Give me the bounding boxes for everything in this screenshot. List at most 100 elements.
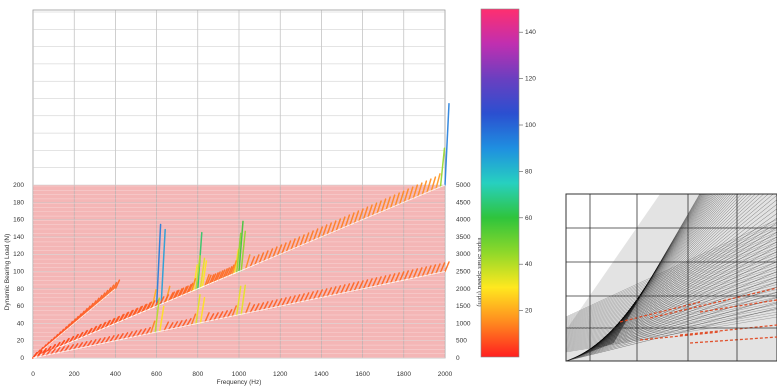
secondary-trace	[566, 264, 777, 334]
waterfall-spike	[303, 232, 310, 245]
waterfall-spike	[303, 292, 310, 302]
x-tick-label: 1600	[355, 371, 370, 378]
waterfall-spike	[145, 326, 151, 335]
waterfall-spike	[312, 290, 319, 300]
colorbar-tick-label: 20	[525, 308, 533, 315]
secondary-highlight	[649, 287, 777, 319]
secondary-trace	[566, 276, 777, 338]
waterfall-spike	[421, 266, 428, 278]
waterfall-spike	[267, 248, 274, 260]
waterfall-spike	[118, 314, 124, 323]
waterfall-spike	[192, 264, 198, 292]
waterfall-spike	[215, 271, 221, 282]
x-tick-label: 1800	[397, 371, 412, 378]
secondary-highlight	[619, 301, 701, 323]
waterfall-spike	[82, 307, 88, 317]
waterfall-spike	[204, 312, 210, 323]
waterfall-spike	[187, 282, 194, 294]
secondary-highlight	[689, 336, 777, 344]
waterfall-spike	[238, 220, 244, 273]
waterfall-spike	[195, 294, 201, 325]
waterfall-spike	[168, 322, 174, 331]
waterfall-spike	[54, 342, 61, 350]
waterfall-spike	[160, 228, 166, 305]
x-tick-label: 800	[192, 371, 203, 378]
waterfall-spike	[91, 300, 97, 310]
secondary-trace	[566, 226, 777, 320]
waterfall-spike	[224, 267, 231, 279]
secondary-trace	[566, 224, 777, 319]
waterfall-spike	[358, 280, 364, 291]
secondary-trace	[566, 291, 777, 344]
waterfall-spike	[186, 318, 192, 327]
secondary-trace	[566, 261, 777, 333]
waterfall-spike	[95, 338, 102, 346]
colorbar-tick-label: 40	[525, 261, 533, 268]
waterfall-spike	[408, 269, 414, 280]
waterfall-spike	[88, 302, 94, 312]
waterfall-spike	[335, 285, 342, 296]
waterfall-spike	[219, 269, 226, 280]
waterfall-spike	[186, 284, 192, 295]
waterfall-spike	[155, 223, 162, 307]
y-tick-label: 0	[20, 355, 24, 362]
waterfall-spike	[174, 289, 180, 300]
waterfall-spike	[109, 318, 115, 327]
waterfall-spike	[222, 310, 228, 319]
waterfall-spike	[412, 184, 419, 200]
waterfall-spike	[412, 268, 419, 279]
y2-tick-label: 4500	[456, 199, 471, 206]
waterfall-spike	[145, 302, 151, 312]
waterfall-spike	[178, 287, 185, 298]
waterfall-spike	[177, 288, 183, 298]
secondary-trace	[566, 229, 777, 321]
waterfall-spike	[430, 264, 437, 276]
waterfall-spike	[380, 198, 387, 213]
colorbar-ticks: 20 40 60 80 100 120 140	[519, 29, 536, 315]
y-tick-label: 160	[13, 217, 24, 224]
waterfall-spike	[254, 254, 260, 266]
secondary-trace	[566, 221, 777, 318]
waterfall-spike	[229, 264, 235, 277]
x-tick-label: 1200	[273, 371, 288, 378]
secondary-trace	[566, 281, 777, 340]
waterfall-spike	[226, 309, 233, 318]
waterfall-spike	[263, 250, 269, 262]
waterfall-spike	[217, 270, 224, 281]
waterfall-spike	[235, 232, 242, 274]
order-trace	[32, 261, 450, 359]
secondary-traces	[566, 194, 777, 361]
secondary-highlight	[679, 324, 777, 336]
waterfall-spike	[285, 296, 292, 306]
secondary-trace	[566, 271, 777, 336]
colorbar-gradient	[480, 8, 520, 358]
waterfall-spike	[72, 343, 79, 351]
waterfall-spike	[371, 277, 378, 288]
secondary-trace	[566, 236, 777, 324]
waterfall-spike	[308, 230, 314, 243]
y-tick-label: 40	[17, 320, 25, 327]
waterfall-spike	[385, 274, 391, 285]
secondary-trace	[566, 241, 777, 326]
waterfall-spike	[439, 262, 446, 274]
waterfall-spike	[94, 297, 100, 307]
waterfall-spike	[142, 303, 148, 313]
waterfall-spike	[272, 246, 278, 258]
y2-axis-label: Input Shaft Speed (rpm)	[476, 237, 483, 306]
waterfall-spike	[190, 278, 197, 293]
waterfall-spike	[240, 284, 247, 316]
colorbar-tick-label: 100	[525, 122, 536, 129]
secondary-trace	[566, 274, 777, 337]
waterfall-spike	[417, 267, 423, 278]
y2-tick-label: 4000	[456, 217, 471, 224]
waterfall-spike	[68, 344, 74, 352]
secondary-trace	[567, 297, 777, 361]
order-trace	[32, 279, 121, 359]
waterfall-chart: 0 200 400 600 800 1000 1200 1400 1600 1800 2000 02…	[4, 9, 483, 386]
waterfall-spike	[190, 313, 197, 326]
waterfall-spike	[45, 349, 52, 356]
waterfall-spike	[137, 305, 144, 315]
waterfall-spike	[417, 182, 423, 198]
waterfall-spike	[199, 257, 206, 289]
